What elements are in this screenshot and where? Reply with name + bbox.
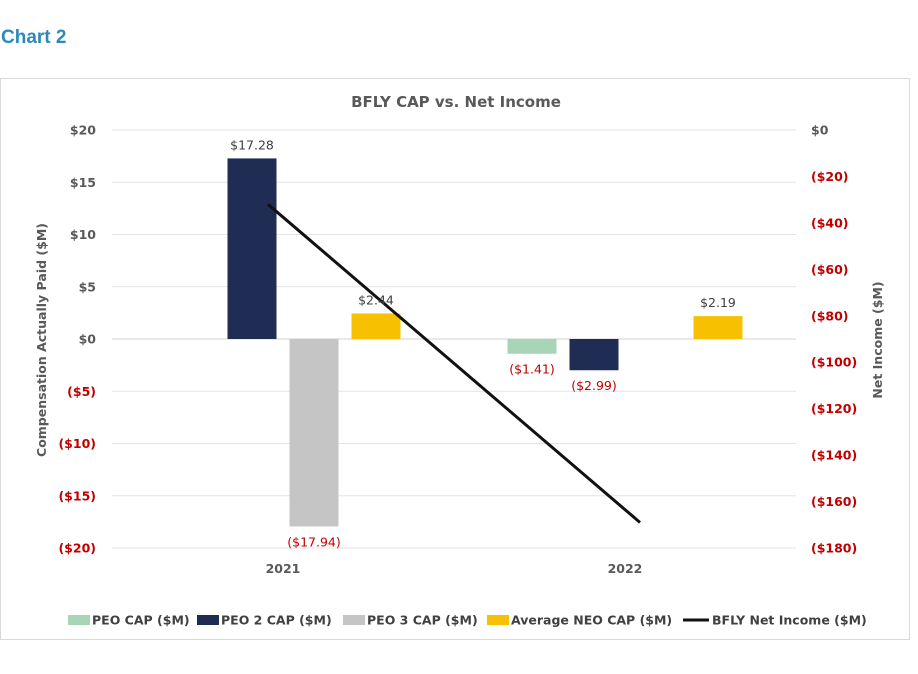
legend-swatch-peo — [68, 615, 90, 625]
legend-label-peo3: PEO 3 CAP ($M) — [367, 613, 478, 628]
data-label: $17.28 — [230, 137, 274, 152]
data-labels: $17.28 ($17.94) $2.44 ($1.41) ($2.99) $2.19 — [230, 137, 736, 549]
y2-tick-label: ($120) — [811, 401, 857, 416]
y-tick-label: $15 — [70, 175, 96, 190]
legend-swatch-peo2 — [197, 615, 219, 625]
y2-tick-label: ($140) — [811, 448, 857, 463]
x-tick-label: 2022 — [608, 561, 643, 576]
chart-frame — [0, 78, 910, 640]
bar-peo3-2021 — [289, 339, 339, 527]
y-axis-label: Compensation Actually Paid ($M) — [34, 223, 49, 457]
data-label: ($2.99) — [571, 378, 617, 393]
legend-label-net_income: BFLY Net Income ($M) — [712, 613, 867, 628]
legend-swatch-peo3 — [343, 615, 365, 625]
data-label: $2.44 — [358, 293, 394, 308]
data-label: ($1.41) — [509, 362, 555, 377]
y2-tick-label: $0 — [811, 123, 829, 138]
legend-label-peo2: PEO 2 CAP ($M) — [221, 613, 332, 628]
bars — [227, 158, 743, 527]
y2-tick-label: ($60) — [811, 262, 849, 277]
page-heading: Chart 2 — [1, 27, 67, 48]
net-income-line-group — [267, 203, 641, 524]
bar-peo2-2022 — [569, 339, 619, 371]
gridlines — [112, 129, 796, 549]
y-tick-label: $10 — [70, 227, 96, 242]
y-tick-label: $5 — [79, 279, 96, 294]
y2-tick-label: ($100) — [811, 355, 857, 370]
y-tick-label: ($15) — [58, 488, 96, 503]
bar-neo-2021 — [351, 313, 401, 339]
y2-tick-label: ($80) — [811, 308, 849, 323]
axes: $20 $15 $10 $5 $0 ($5) ($10) ($15) ($20) $0 ($20) (… — [58, 123, 857, 577]
legend-label-neo: Average NEO CAP ($M) — [511, 613, 672, 628]
y-tick-label: ($10) — [58, 436, 96, 451]
y-tick-label: ($5) — [67, 384, 96, 399]
legend-swatch-neo — [487, 615, 509, 625]
data-label: $2.19 — [700, 295, 736, 310]
data-label: ($17.94) — [287, 534, 341, 549]
y-tick-label: $0 — [79, 332, 97, 347]
y2-tick-label: ($160) — [811, 494, 857, 509]
y2-tick-label: ($40) — [811, 215, 849, 230]
bar-peo2-2021 — [227, 158, 277, 339]
bar-neo-2022 — [693, 316, 743, 339]
x-tick-label: 2021 — [266, 561, 301, 576]
chart-title: BFLY CAP vs. Net Income — [351, 93, 561, 111]
y2-tick-label: ($180) — [811, 541, 857, 556]
y-tick-label: $20 — [70, 123, 96, 138]
y2-axis-label: Net Income ($M) — [870, 281, 885, 398]
legend-label-peo: PEO CAP ($M) — [92, 613, 190, 628]
legend: PEO CAP ($M) PEO 2 CAP ($M) PEO 3 CAP ($M)… — [68, 613, 867, 628]
net-income-line — [267, 203, 641, 524]
bar-peo-2022 — [507, 339, 557, 354]
y-tick-label: ($20) — [58, 541, 96, 556]
y2-tick-label: ($20) — [811, 169, 849, 184]
